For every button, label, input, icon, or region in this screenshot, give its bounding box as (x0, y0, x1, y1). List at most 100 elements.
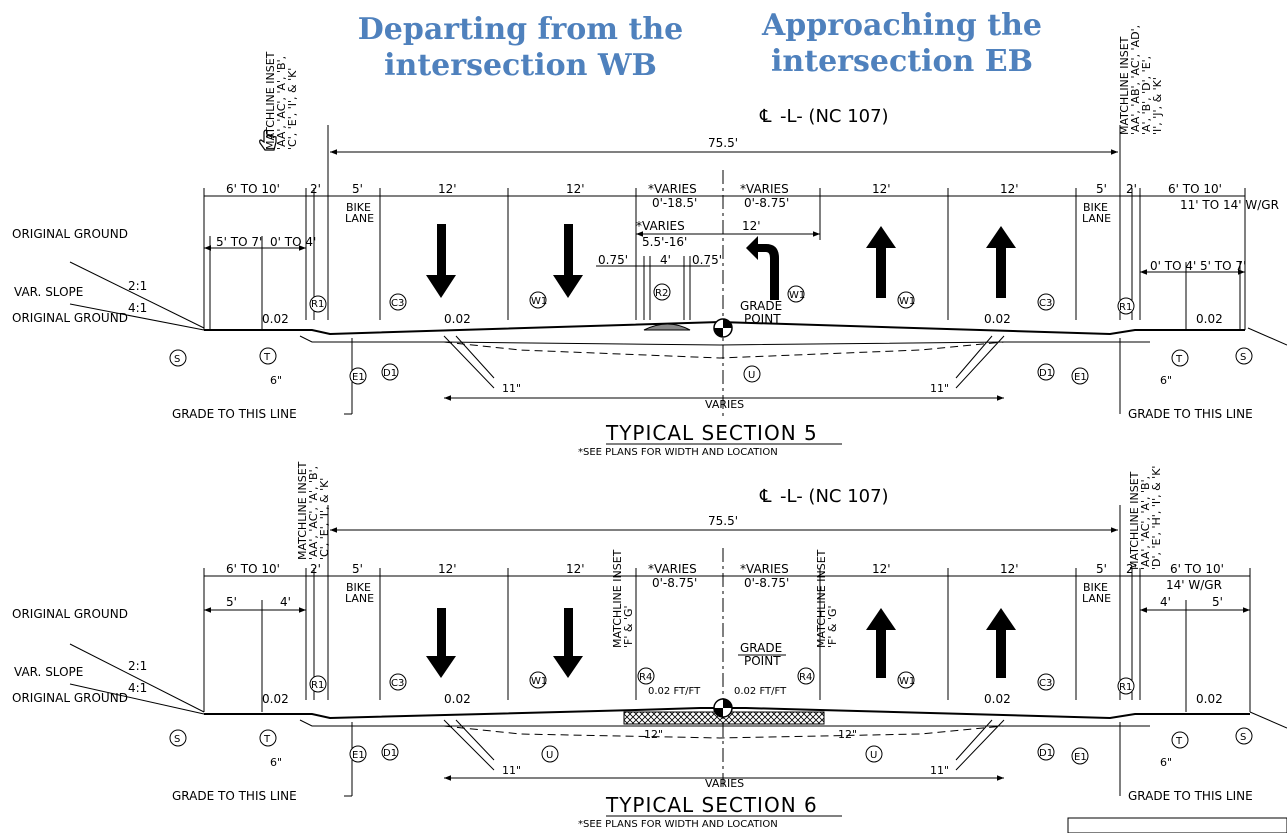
dim6-varies-right: *VARIES (740, 562, 789, 576)
subgrade-line-6 (443, 725, 1005, 739)
varies-label: VARIES (705, 398, 744, 411)
median-slope-right: 0.02 FT/FT (734, 686, 787, 697)
svg-text:R1: R1 (1119, 302, 1132, 313)
dim-bike-left: 5' (352, 182, 363, 196)
svg-text:'D', 'E', 'H', 'I', & 'K': 'D', 'E', 'H', 'I', & 'K' (1150, 466, 1163, 570)
sub-dim-left-1: 5' TO 7' (216, 235, 262, 249)
svg-text:W1: W1 (899, 296, 915, 307)
dim6-6in-right: 6" (1160, 756, 1172, 769)
sub-dim-right-3: 5' TO 7' (1200, 259, 1246, 273)
dim6-lane-3: 12' (872, 562, 891, 576)
svg-text:S: S (1240, 352, 1246, 363)
centerline-label-6: -L- (NC 107) (780, 486, 889, 507)
typical-section-6: MATCHLINE INSET 'AA', 'AC', 'A', 'B', 'C… (12, 461, 1287, 833)
svg-text:S: S (1240, 732, 1246, 743)
dim6-varies-left-range: 0'-8.75' (652, 576, 697, 590)
var-slope-label-6: VAR. SLOPE (14, 665, 83, 679)
svg-text:S: S (174, 734, 180, 745)
dim6-varies-right-range: 0'-8.75' (744, 576, 789, 590)
median-slope-left: 0.02 FT/FT (648, 686, 701, 697)
bike-lane-left-2: LANE (345, 212, 374, 225)
svg-text:W1: W1 (531, 676, 547, 687)
svg-text:'F' & 'G': 'F' & 'G' (826, 605, 839, 648)
svg-text:C3: C3 (391, 298, 404, 309)
svg-text:'AA', 'AB', 'AC', 'AD',: 'AA', 'AB', 'AC', 'AD', (1129, 25, 1142, 135)
svg-text:'C', 'E', 'I', & 'K': 'C', 'E', 'I', & 'K' (286, 68, 299, 150)
slope6-4-1: 4:1 (128, 681, 147, 695)
arrow6-down-2-icon (553, 608, 583, 678)
svg-text:MATCHLINE INSET: MATCHLINE INSET (611, 549, 624, 648)
svg-text:D1: D1 (383, 748, 397, 759)
header-departing: Departing from the intersection WB (357, 12, 684, 83)
dim6-2ft-left: 2' (310, 562, 321, 576)
slope6-lane-right: 0.02 (984, 692, 1011, 706)
dim6-shoulder-left: 6' TO 10' (226, 562, 280, 576)
grade-line-left: GRADE TO THIS LINE (172, 407, 297, 421)
grade-line-right-6: GRADE TO THIS LINE (1128, 789, 1253, 803)
dim-2ft-left: 2' (310, 182, 321, 196)
slope-4-1: 4:1 (128, 301, 147, 315)
section-5-note: *SEE PLANS FOR WIDTH AND LOCATION (578, 447, 778, 458)
dim6-6in-left: 6" (270, 756, 282, 769)
section-5-title: TYPICAL SECTION 5 (605, 421, 818, 445)
dim-lane-2: 12' (566, 182, 585, 196)
section-6-title: TYPICAL SECTION 6 (605, 793, 818, 817)
svg-text:'C', 'E', 'I', & 'K': 'C', 'E', 'I', & 'K' (318, 478, 331, 560)
section-6-note: *SEE PLANS FOR WIDTH AND LOCATION (578, 819, 778, 830)
svg-text:D1: D1 (1039, 368, 1053, 379)
svg-text:U: U (748, 370, 755, 381)
svg-text:D1: D1 (383, 368, 397, 379)
sub-dim-right-1: 11' TO 14' W/GR (1180, 198, 1279, 212)
svg-text:C3: C3 (391, 678, 404, 689)
matchline-mid-right: MATCHLINE INSET 'F' & 'G' (815, 549, 839, 648)
varies-label-6: VARIES (705, 777, 744, 790)
svg-text:MATCHLINE INSET: MATCHLINE INSET (1128, 471, 1141, 570)
header-approaching: Approaching the intersection EB (762, 8, 1042, 79)
slope-shoulder-left: 0.02 (262, 312, 289, 326)
arrow-up-1-icon (866, 226, 896, 298)
grade-point-label: GRADE (740, 299, 782, 313)
pavement-surface (204, 320, 1245, 336)
grade-line-left-6: GRADE TO THIS LINE (172, 789, 297, 803)
bike-lane-right: BIKE (1083, 201, 1108, 214)
var-slope-label: VAR. SLOPE (14, 285, 83, 299)
median-12ft: 12' (742, 219, 761, 233)
dim6-lane-1: 12' (438, 562, 457, 576)
arrow6-up-1-icon (866, 608, 896, 678)
dim6-varies-left: *VARIES (648, 562, 697, 576)
original-ground-bottom: ORIGINAL GROUND (12, 311, 128, 325)
overall-width-text-6: 75.5' (708, 514, 738, 528)
dim6-11in-left: 11" (502, 764, 521, 777)
slope-2-1: 2:1 (128, 279, 147, 293)
title-block-edge (1067, 817, 1287, 833)
svg-text:T: T (263, 734, 271, 745)
dim-varies-right-range: 0'-8.75' (744, 196, 789, 210)
svg-text:E1: E1 (1074, 752, 1087, 763)
median-range: 5.5'-16' (642, 235, 687, 249)
dim6-2ft-right: 2' (1126, 562, 1137, 576)
arrow-down-2-icon (553, 224, 583, 298)
sub6-dim-left-2: 4' (280, 595, 291, 609)
slope-shoulder-right: 0.02 (1196, 312, 1223, 326)
svg-text:R2: R2 (655, 288, 668, 299)
svg-text:R4: R4 (639, 672, 652, 683)
grade-point-label-2: POINT (744, 312, 781, 326)
grade-point-label-6b: POINT (744, 654, 781, 668)
pavement-surface-6 (204, 707, 1250, 720)
grade-line-right: GRADE TO THIS LINE (1128, 407, 1253, 421)
dim-11in-right: 11" (930, 382, 949, 395)
arrow6-down-1-icon (426, 608, 456, 678)
sub6-dim-right-2: 4' (1160, 595, 1171, 609)
svg-text:E1: E1 (352, 750, 365, 761)
dim-6in-left: 6" (270, 374, 282, 387)
svg-text:E1: E1 (352, 372, 365, 383)
sub-dim-right-2: 0' TO 4' (1150, 259, 1196, 273)
median-mound (643, 323, 691, 331)
svg-text:E1: E1 (1074, 372, 1087, 383)
original-ground-top-6: ORIGINAL GROUND (12, 607, 128, 621)
pavement-base (299, 335, 1150, 346)
matchline-right: MATCHLINE INSET 'AA', 'AB', 'AC', 'AD', … (1118, 25, 1164, 135)
dim-ticks-6 (203, 568, 1251, 712)
matchline-right-6: MATCHLINE INSET 'AA', 'AC', 'A', 'B', 'D… (1128, 466, 1163, 570)
